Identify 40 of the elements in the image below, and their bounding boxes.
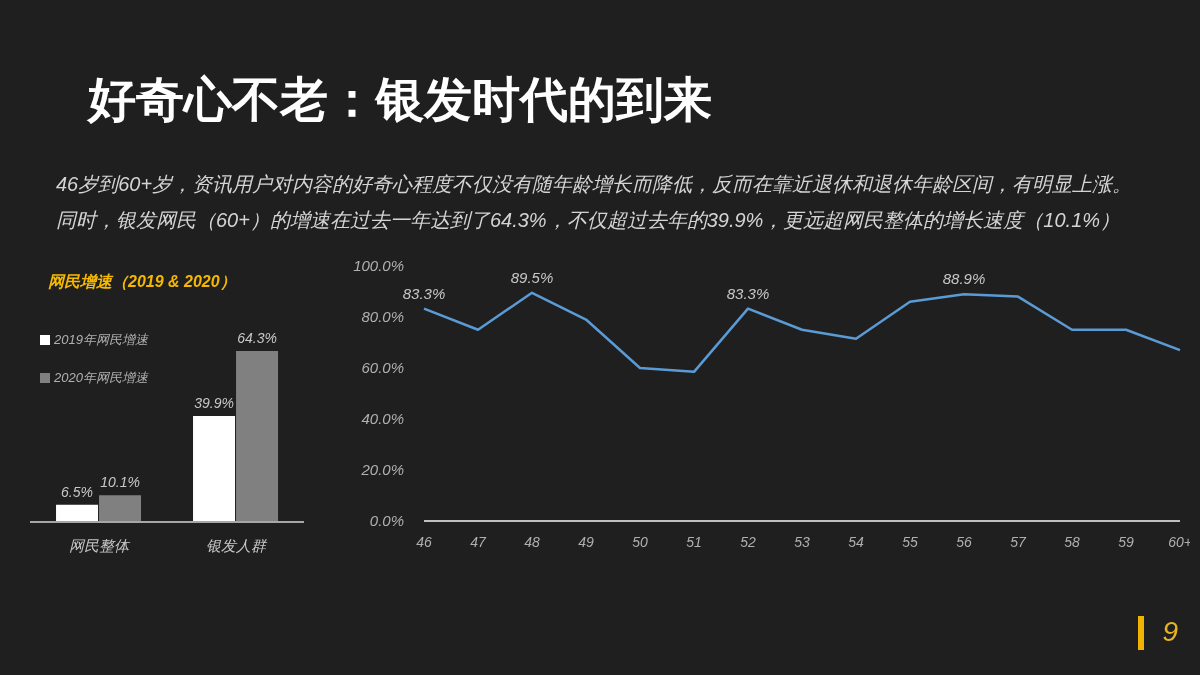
x-tick-label: 52 bbox=[740, 533, 756, 550]
x-tick-label: 48 bbox=[524, 533, 540, 550]
x-tick-label: 网民整体 bbox=[68, 536, 131, 554]
x-tick-label: 银发人群 bbox=[205, 536, 268, 554]
y-tick-label: 20.0% bbox=[360, 461, 404, 479]
y-tick-label: 80.0% bbox=[361, 308, 404, 326]
x-tick-label: 53 bbox=[794, 533, 810, 550]
data-label: 39.9% bbox=[194, 394, 234, 411]
y-tick-label: 0.0% bbox=[369, 512, 404, 530]
x-tick-label: 58 bbox=[1064, 533, 1080, 550]
x-tick-label: 55 bbox=[902, 533, 918, 550]
data-label: 64.3% bbox=[237, 330, 277, 346]
chart-title: 网民增速（2019 & 2020） bbox=[48, 273, 236, 290]
bar bbox=[193, 415, 236, 522]
data-label: 89.5% bbox=[510, 268, 554, 286]
x-tick-label: 49 bbox=[578, 533, 594, 550]
y-tick-label: 100.0% bbox=[353, 257, 404, 275]
x-tick-label: 47 bbox=[470, 533, 487, 550]
legend-label: 2020年网民增速 bbox=[54, 369, 148, 387]
data-label: 83.3% bbox=[402, 284, 446, 302]
bar bbox=[236, 351, 279, 522]
data-label: 83.3% bbox=[726, 284, 770, 302]
x-tick-label: 54 bbox=[848, 533, 864, 550]
x-tick-label: 56 bbox=[956, 533, 972, 550]
x-tick-label: 57 bbox=[1010, 533, 1027, 550]
x-tick-label: 50 bbox=[632, 533, 648, 550]
bar bbox=[99, 495, 142, 522]
legend-label: 2019年网民增速 bbox=[54, 331, 148, 349]
x-tick-label: 51 bbox=[686, 533, 702, 550]
y-tick-label: 60.0% bbox=[361, 359, 404, 377]
data-label: 88.9% bbox=[942, 270, 986, 288]
x-tick-label: 59 bbox=[1118, 533, 1134, 550]
y-tick-label: 40.0% bbox=[361, 410, 404, 428]
x-tick-label: 46 bbox=[416, 533, 432, 550]
text: 好奇心不老：银发时代的到来 bbox=[88, 73, 712, 126]
data-label: 6.5% bbox=[61, 483, 93, 500]
bar bbox=[56, 504, 99, 522]
data-label: 10.1% bbox=[100, 474, 140, 491]
text: 9 bbox=[1162, 616, 1178, 647]
text: 46岁到60+岁，资讯用户对内容的好奇心程度不仅没有随年龄增长而降低，反而在靠近退休和退休年龄区间，有明显上涨。同时，银发网民（60+）的增速在过去一年达到了64.3%，不仅超过去年的39.9%，更远超网民整体的增长速度（10.1%） bbox=[56, 173, 1133, 231]
